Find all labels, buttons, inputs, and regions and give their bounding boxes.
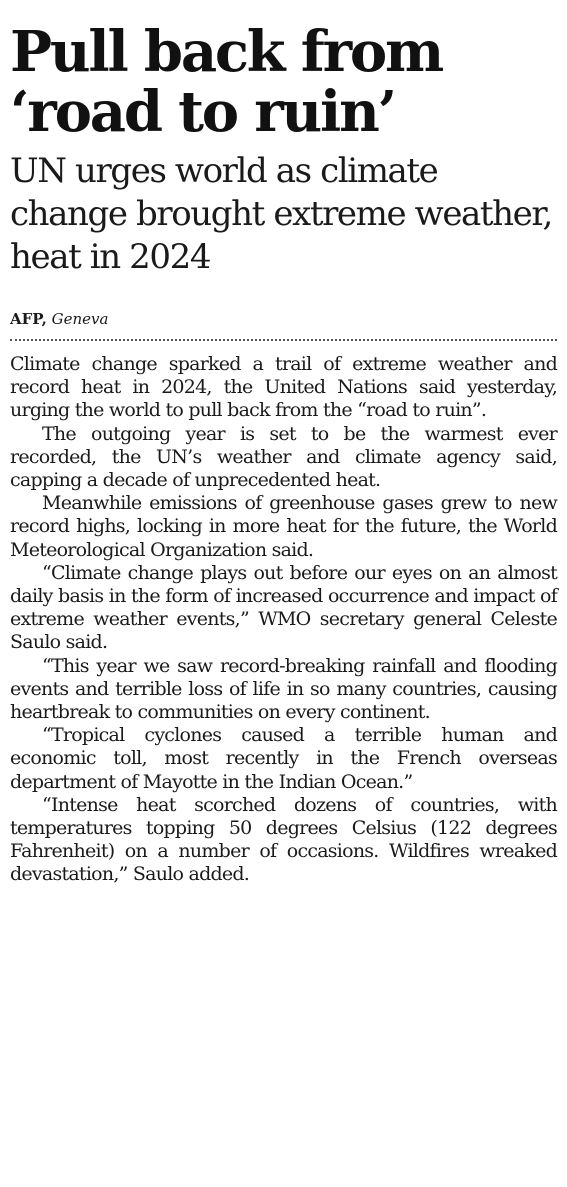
paragraph: Climate change sparked a trail of extrem… [10, 353, 558, 422]
paragraph: “This year we saw record-breaking rainfa… [10, 654, 558, 724]
article-body: Climate change sparked a trail of extrem… [10, 353, 558, 887]
paragraph: “Intense heat scorched dozens of countri… [10, 793, 558, 886]
byline-agency: AFP, [10, 310, 47, 328]
news-article: Pull back from ‘road to ruin’ UN urges w… [10, 19, 558, 887]
paragraph: Meanwhile emissions of greenhouse gases … [10, 492, 558, 561]
paragraph: “Climate change plays out before our eye… [10, 561, 558, 654]
dotted-divider [10, 339, 557, 341]
byline-dateline: Geneva [51, 310, 109, 328]
subheadline: UN urges world as climate change brought… [10, 151, 553, 277]
byline: AFP, Geneva [10, 309, 557, 329]
paragraph: The outgoing year is set to be the warme… [10, 422, 558, 492]
headline: Pull back from ‘road to ruin’ [10, 19, 444, 145]
paragraph: “Tropical cyclones caused a terrible hum… [10, 724, 558, 793]
